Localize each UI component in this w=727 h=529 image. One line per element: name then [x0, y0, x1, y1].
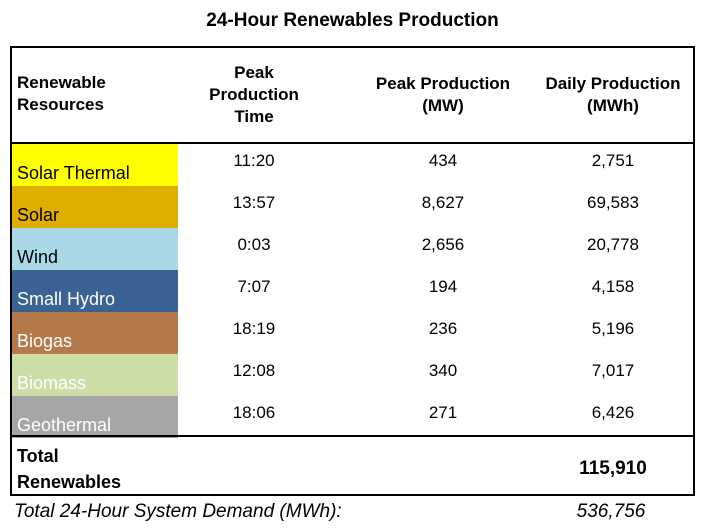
resource-name: Small Hydro [17, 289, 116, 309]
peak-production-cell: 2,656 [421, 235, 465, 254]
peak-production-cell: 271 [428, 403, 458, 422]
total-label-line-1: Total [17, 446, 59, 466]
resource-color-swatch: Solar [12, 186, 178, 228]
peak-time-cell: 18:19 [232, 319, 276, 338]
total-renewables-value: 115,910 [579, 458, 647, 479]
peak-time-cell: 18:06 [232, 403, 276, 422]
resource-color-swatch: Wind [12, 228, 178, 270]
table-row-solar-thermal: Solar Thermal 11:20 434 2,751 [12, 144, 693, 186]
system-demand-label: Total 24-Hour System Demand (MWh): [14, 501, 342, 522]
resource-name: Biomass [17, 373, 87, 393]
total-divider [12, 435, 693, 437]
table-row-biomass: Biomass 12:08 340 7,017 [12, 354, 693, 396]
header-daily-line-1: Daily Production [545, 74, 681, 93]
peak-production-cell: 434 [428, 151, 458, 170]
peak-production-cell: 340 [428, 361, 458, 380]
total-renewables-label: Total Renewables [17, 443, 167, 495]
header-daily-line-2: (MWh) [587, 96, 639, 115]
resource-color-swatch: Biomass [12, 354, 178, 396]
resource-color-swatch: Small Hydro [12, 270, 178, 312]
peak-production-cell: 8,627 [421, 193, 465, 212]
header-peak-line-1: Peak Production [375, 74, 511, 93]
resource-name: Wind [17, 247, 59, 267]
daily-production-cell: 69,583 [587, 193, 639, 212]
daily-production-cell: 2,751 [591, 151, 635, 170]
header-renewable-resources: Renewable Resources [17, 72, 106, 116]
resource-name: Solar Thermal [17, 163, 130, 183]
header-time-line-2: Production [209, 85, 299, 104]
resource-color-swatch: Biogas [12, 312, 178, 354]
peak-time-cell: 7:07 [237, 277, 271, 296]
peak-production-cell: 236 [428, 319, 458, 338]
header-resources-line-1: Renewable [17, 73, 106, 92]
peak-time-cell: 11:20 [233, 151, 275, 170]
header-divider [12, 142, 693, 144]
header-time-line-3: Time [234, 107, 274, 126]
total-label-line-2: Renewables [17, 472, 122, 492]
table-title: 24-Hour Renewables Production [206, 10, 499, 31]
daily-production-cell: 6,426 [591, 403, 635, 422]
daily-production-cell: 20,778 [587, 235, 639, 254]
resource-color-swatch: Solar Thermal [12, 144, 178, 186]
peak-time-cell: 13:57 [232, 193, 276, 212]
peak-time-cell: 12:08 [232, 361, 276, 380]
header-time-line-1: Peak [234, 63, 274, 82]
table-row-solar: Solar 13:57 8,627 69,583 [12, 186, 693, 228]
header-daily-production-mwh: Daily Production (MWh) [533, 73, 693, 117]
resource-color-swatch: Geothermal [12, 396, 178, 438]
peak-time-cell: 0:03 [237, 235, 271, 254]
renewables-table: Renewable Resources Peak Production Time… [10, 46, 695, 496]
daily-production-cell: 7,017 [591, 361, 635, 380]
resource-name: Geothermal [17, 415, 112, 435]
header-peak-line-2: (MW) [422, 96, 464, 115]
daily-production-cell: 5,196 [591, 319, 635, 338]
header-peak-production-mw: Peak Production (MW) [358, 73, 528, 117]
daily-production-cell: 4,158 [591, 277, 635, 296]
system-demand-value: 536,756 [576, 501, 646, 522]
table-row-biogas: Biogas 18:19 236 5,196 [12, 312, 693, 354]
header-peak-production-time: Peak Production Time [204, 62, 304, 128]
resource-name: Solar [17, 205, 60, 225]
peak-production-cell: 194 [428, 277, 458, 296]
table-row-geothermal: Geothermal 18:06 271 6,426 [12, 396, 693, 438]
table-row-wind: Wind 0:03 2,656 20,778 [12, 228, 693, 270]
table-row-small-hydro: Small Hydro 7:07 194 4,158 [12, 270, 693, 312]
header-resources-line-2: Resources [17, 95, 104, 114]
resource-name: Biogas [17, 331, 73, 351]
